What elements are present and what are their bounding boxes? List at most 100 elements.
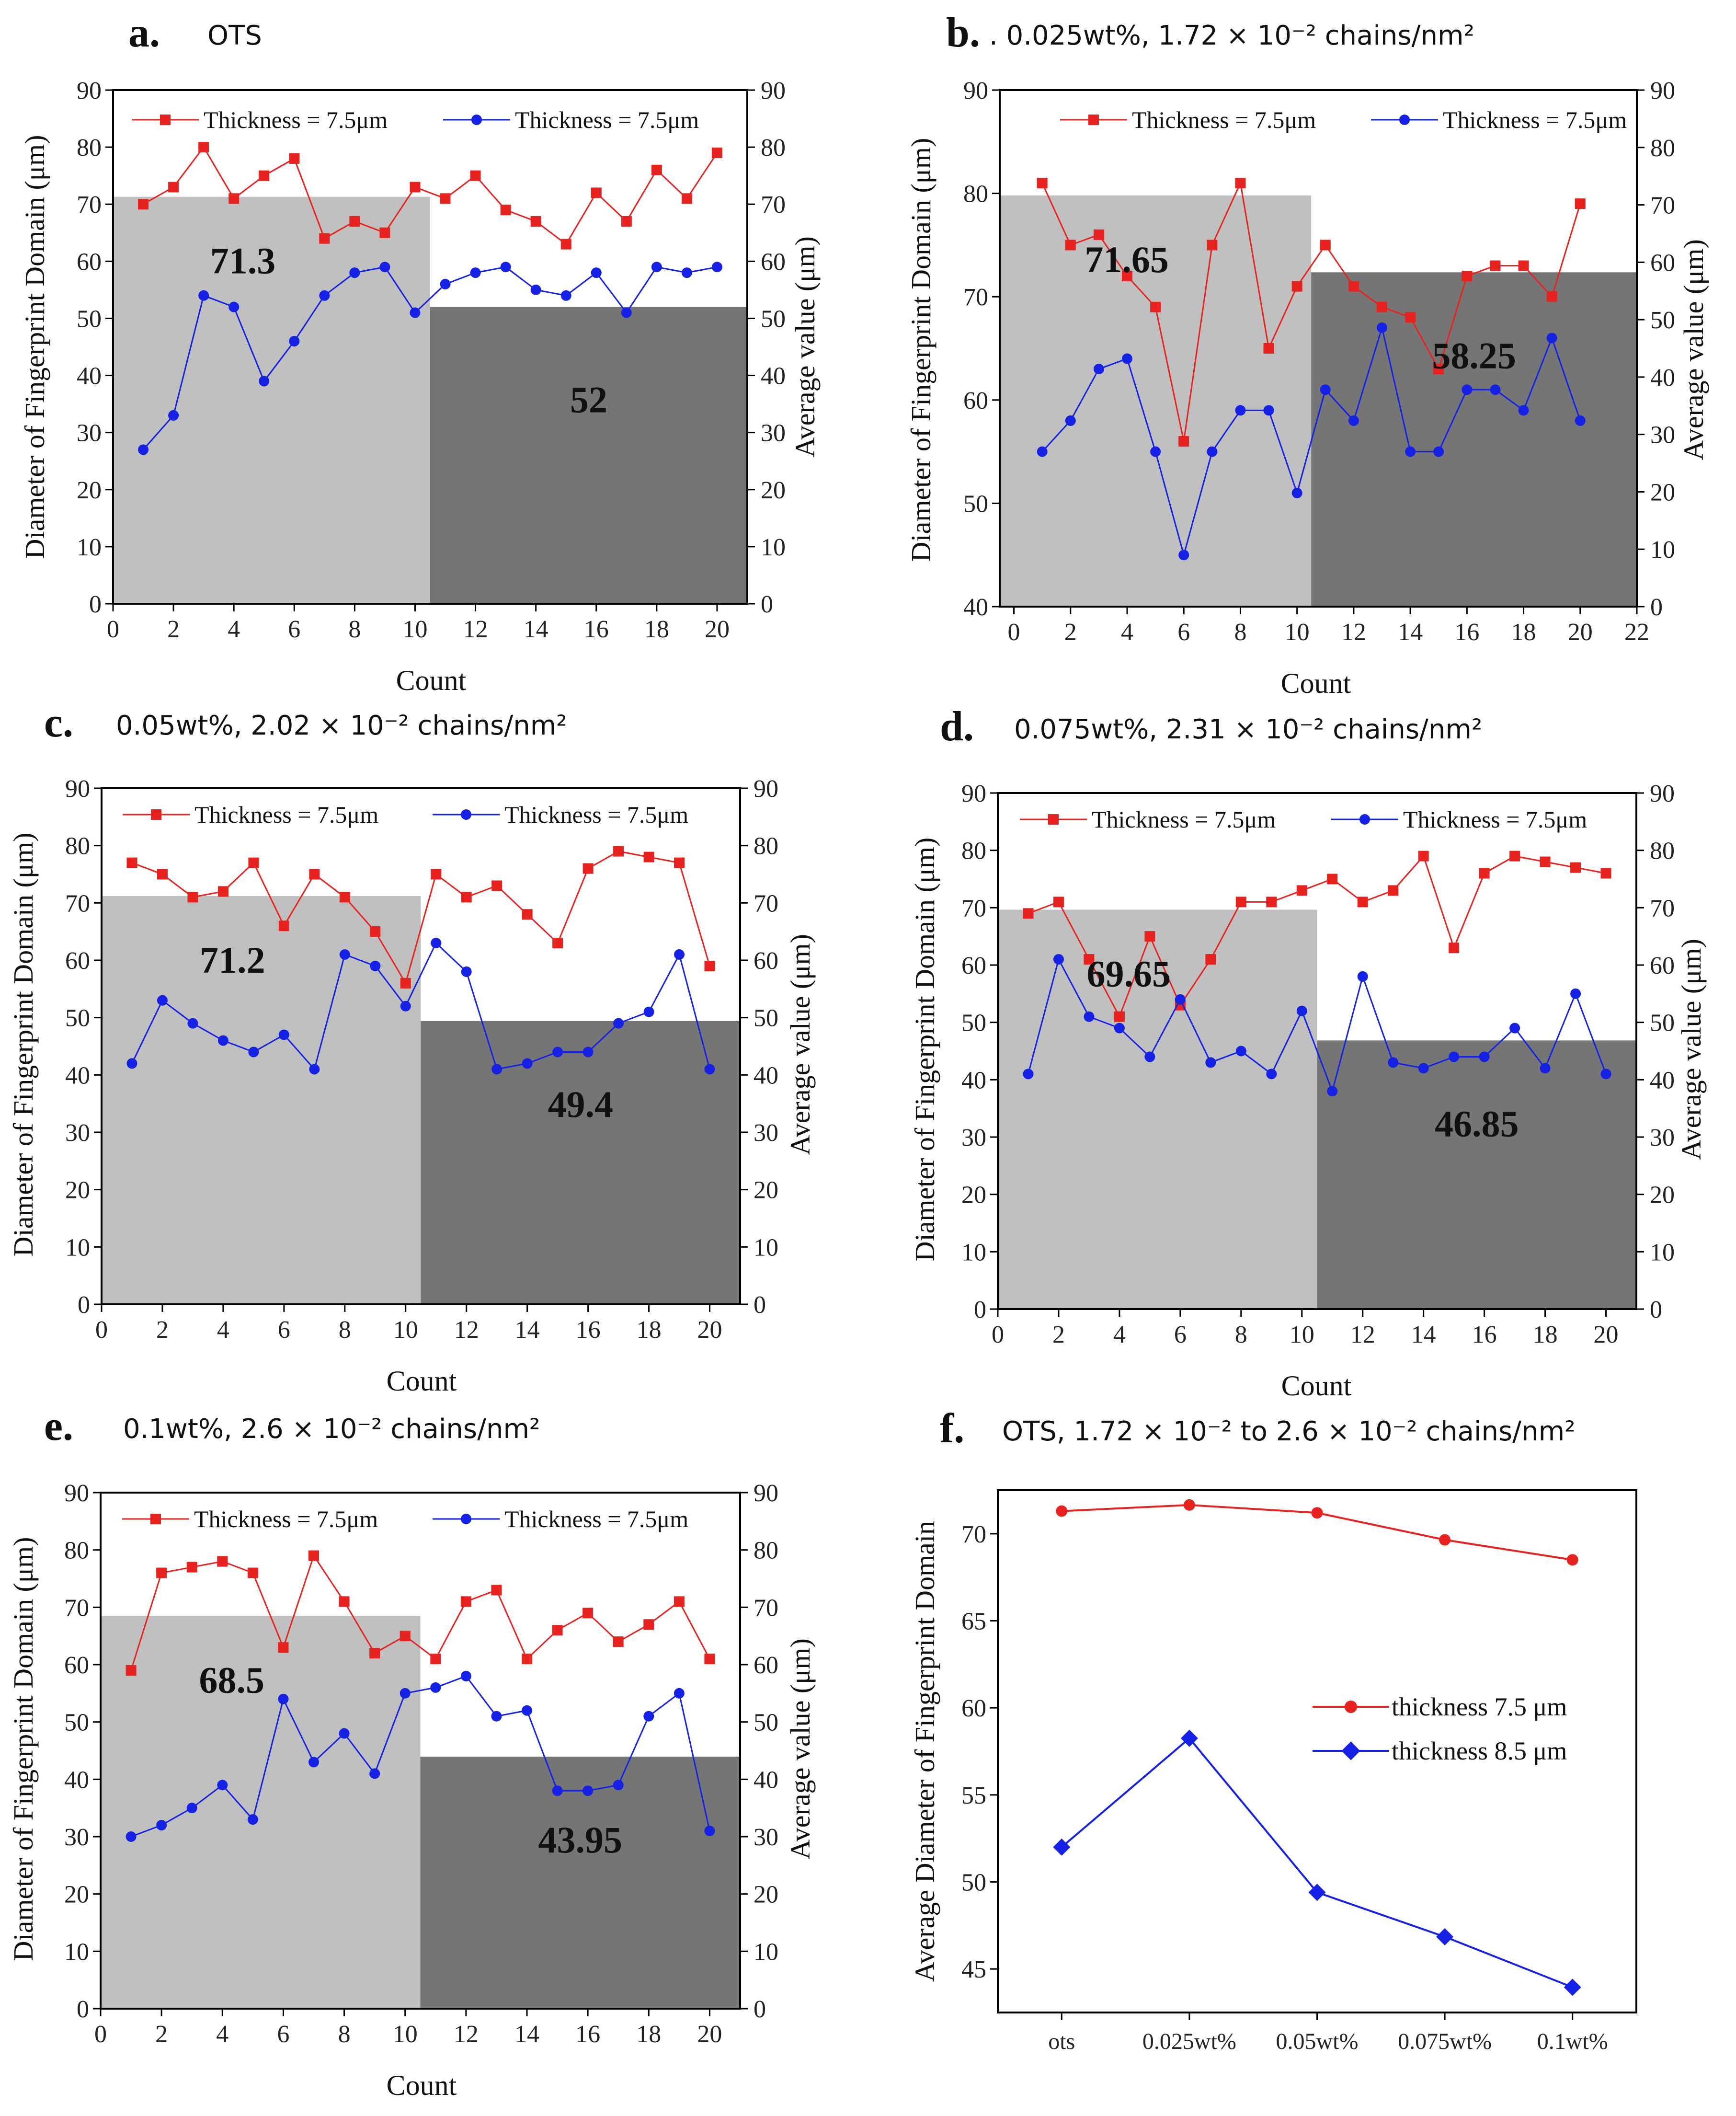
- series-2-point: [1093, 364, 1104, 375]
- series-1-point: [278, 920, 289, 932]
- series-1-point: [138, 199, 149, 210]
- panel-title: 0.075wt%, 2.31 × 10⁻² chains/nm²: [1014, 714, 1482, 745]
- y2-tick-label: 40: [1650, 364, 1675, 391]
- y2-tick-label: 20: [1650, 479, 1675, 506]
- series-2-point: [1207, 446, 1218, 457]
- series-2-point: [370, 960, 381, 971]
- y-tick-label: 50: [963, 490, 988, 518]
- x-tick-label: 14: [1411, 1321, 1436, 1348]
- y-tick-label: 90: [963, 77, 988, 104]
- x-axis-label: Count: [396, 665, 467, 696]
- y-tick-label: 40: [961, 1067, 986, 1094]
- x-tick-label: 8: [339, 1316, 351, 1344]
- y-tick-label: 70: [64, 1594, 89, 1622]
- y-tick-label: 20: [77, 477, 102, 504]
- series-2-point: [308, 1757, 319, 1768]
- y-tick-label: 20: [64, 1881, 89, 1909]
- y2-tick-label: 60: [754, 1652, 778, 1679]
- series-1-point: [1207, 240, 1218, 251]
- x-tick-label: 14: [1398, 619, 1423, 646]
- series-2-point: [491, 1064, 503, 1075]
- series-2-point: [379, 262, 390, 273]
- x-tick-label: 10: [1285, 619, 1310, 646]
- average-value-label: 52: [570, 379, 607, 421]
- series-1-point: [259, 170, 270, 181]
- series-2-point: [613, 1780, 624, 1791]
- y2-tick-label: 60: [761, 248, 786, 276]
- y-tick-label: 50: [64, 1709, 89, 1736]
- average-value-label: 43.95: [538, 1819, 623, 1861]
- y-tick-label: 70: [961, 1521, 986, 1548]
- x-tick-label: 12: [463, 616, 488, 643]
- panel-b: 0 2 4 6 8 10 12 14 16 18 20 22 40 50 60 70 80 90 0 10 20 30 40…: [905, 10, 1709, 699]
- y2-tick-label: 90: [761, 77, 786, 104]
- series-line-2: [1028, 957, 1607, 1094]
- series-1-point: [1348, 281, 1359, 292]
- series-2-point: [319, 290, 330, 301]
- series-1-point: [1065, 240, 1076, 251]
- series-1-point: [1566, 1554, 1578, 1566]
- series-1-point: [430, 1654, 441, 1665]
- series-2-point: [228, 301, 240, 312]
- y2-tick-label: 20: [1650, 1182, 1675, 1209]
- y2-tick-label: 40: [754, 1766, 778, 1794]
- series-2-point: [522, 1058, 533, 1069]
- series-2-point: [1540, 1063, 1551, 1074]
- series-1-point: [1144, 931, 1155, 942]
- series-2-point: [1518, 405, 1529, 416]
- series-2-point: [591, 267, 602, 278]
- series-1-point: [711, 148, 722, 159]
- series-2-point: [582, 1046, 594, 1058]
- series-1-point: [1053, 897, 1064, 908]
- y2-tick-label: 40: [754, 1062, 778, 1089]
- average-value-label: 71.2: [200, 939, 265, 981]
- y-tick-label: 20: [961, 1182, 986, 1209]
- series-1-point: [1263, 343, 1274, 354]
- x-tick-label: 2: [167, 616, 180, 643]
- series-2-point: [1150, 446, 1161, 457]
- average-bar-1: [113, 196, 430, 604]
- y-tick-label: 60: [963, 387, 988, 414]
- x-tick-label: 18: [1533, 1321, 1558, 1348]
- series-1-point: [643, 1619, 654, 1630]
- legend-label: Thickness = 7.5μm: [194, 1506, 378, 1532]
- y2-tick-label: 80: [1650, 838, 1675, 865]
- series-2-point: [470, 267, 481, 278]
- x-tick-label: 12: [454, 2021, 479, 2048]
- series-1-point: [621, 216, 632, 227]
- series-1-point: [278, 1642, 289, 1653]
- series-1-point: [400, 1631, 411, 1642]
- series-2-point: [156, 1820, 167, 1831]
- y2-axis-label: Average value (μm): [789, 236, 821, 458]
- series-1-point: [591, 187, 602, 198]
- y-axis-label: Diameter of Fingerprint Domain (μm): [8, 833, 39, 1257]
- series-1-point: [339, 892, 350, 903]
- y-tick-label: 0: [974, 1296, 986, 1323]
- series-2-point: [1600, 1069, 1611, 1080]
- y-tick-label: 60: [64, 1652, 89, 1679]
- series-1-point: [1377, 301, 1387, 312]
- legend-marker: [471, 115, 482, 125]
- y2-axis-label: Average value (μm): [785, 1638, 816, 1860]
- series-2-point: [289, 336, 300, 347]
- y2-tick-label: 60: [1650, 952, 1675, 979]
- y-tick-label: 0: [89, 591, 102, 618]
- series-1-point: [349, 216, 360, 227]
- series-1-point: [247, 1567, 258, 1578]
- series-1-point: [582, 1608, 594, 1619]
- y2-tick-label: 40: [1650, 1067, 1675, 1094]
- series-2-point: [522, 1705, 532, 1716]
- x-tick-label: 14: [524, 616, 548, 643]
- series-1-point: [1405, 312, 1416, 323]
- series-1-point: [1114, 1011, 1125, 1022]
- series-2-point: [1235, 1046, 1246, 1057]
- y2-tick-label: 60: [754, 947, 778, 975]
- average-bar-2: [420, 1757, 740, 2009]
- legend-label: Thickness = 7.5μm: [1092, 806, 1276, 833]
- x-tick-label: 0: [1008, 619, 1020, 646]
- x-tick-label: 4: [228, 616, 240, 643]
- x-tick-label: 16: [1454, 619, 1479, 646]
- y-tick-label: 30: [77, 420, 102, 447]
- y2-tick-label: 0: [754, 1291, 766, 1319]
